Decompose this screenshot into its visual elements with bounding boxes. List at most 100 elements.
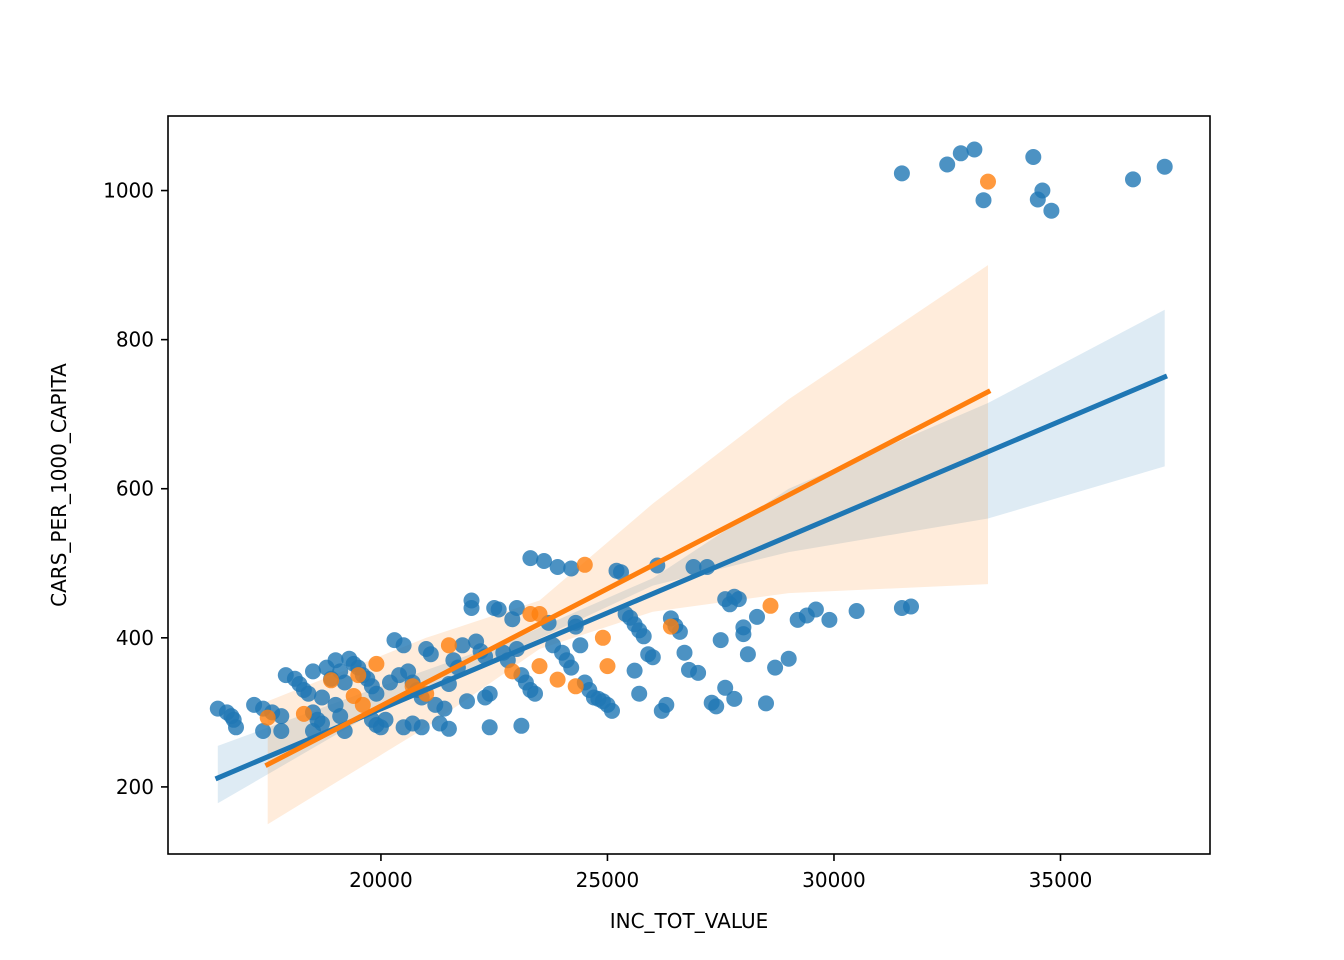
y-tick-label: 600 (116, 477, 154, 501)
data-point (314, 689, 330, 706)
data-point (807, 601, 824, 618)
data-point (690, 664, 707, 681)
data-point (259, 709, 276, 726)
y-axis-label: CARS_PER_1000_CAPITA (47, 363, 71, 607)
data-point (717, 679, 734, 696)
data-point (762, 597, 779, 614)
data-point (463, 600, 480, 616)
x-axis: 20000 25000 30000 35000 (349, 854, 1092, 892)
data-point (635, 628, 652, 645)
regression-line-2 (264, 388, 992, 768)
data-point (576, 556, 593, 573)
data-point (504, 663, 521, 680)
data-point (685, 559, 702, 575)
data-point (780, 650, 797, 667)
data-point (323, 672, 340, 689)
data-point (513, 717, 530, 734)
data-point (454, 637, 471, 654)
data-point (975, 192, 992, 209)
plot-frame (167, 115, 1211, 855)
data-point (735, 626, 752, 643)
y-tick-label: 400 (116, 626, 154, 650)
data-point (481, 685, 498, 702)
data-point (749, 608, 765, 625)
data-point (563, 560, 580, 577)
x-tick-label: 20000 (349, 868, 413, 892)
data-point (377, 711, 394, 728)
data-point (549, 559, 566, 575)
data-point (712, 632, 729, 649)
x-tick-label: 30000 (802, 868, 866, 892)
data-point (939, 156, 956, 173)
data-point (305, 663, 321, 680)
data-point (549, 671, 566, 688)
confidence-band-1 (217, 309, 1165, 804)
data-point (676, 644, 693, 661)
data-point (626, 662, 643, 679)
data-point (481, 719, 498, 736)
data-point (1043, 202, 1060, 219)
data-point (332, 708, 349, 725)
data-point (395, 637, 412, 654)
data-point (255, 723, 272, 739)
data-point (726, 690, 743, 707)
data-point (336, 674, 353, 691)
data-point (980, 173, 996, 190)
y-tick-label: 1000 (103, 179, 154, 203)
data-point (604, 702, 620, 719)
data-point (662, 618, 679, 635)
data-point (273, 708, 290, 725)
data-point (563, 659, 580, 676)
data-point (572, 637, 589, 654)
data-point (522, 550, 539, 567)
data-point (440, 720, 457, 737)
data-point (1025, 149, 1042, 165)
data-point (730, 591, 747, 608)
data-point (594, 629, 611, 646)
data-point (848, 603, 865, 619)
data-point (1125, 171, 1141, 188)
data-point (527, 685, 543, 702)
data-point (413, 719, 430, 736)
data-point (893, 165, 910, 182)
data-point (599, 658, 616, 675)
data-point (758, 695, 774, 712)
data-point (644, 649, 661, 666)
y-axis: 200 400 600 800 1000 (103, 179, 168, 799)
data-point (295, 705, 312, 722)
data-point (631, 685, 648, 702)
y-tick-label: 800 (116, 328, 154, 352)
data-point (903, 598, 919, 615)
data-point (354, 696, 371, 713)
data-point (658, 696, 675, 713)
data-point (440, 637, 457, 654)
data-point (300, 685, 317, 702)
data-point (422, 646, 439, 663)
data-point (966, 141, 983, 158)
data-point (273, 723, 290, 739)
data-point (459, 693, 475, 710)
data-point (490, 601, 507, 618)
data-point (531, 658, 548, 675)
data-point (531, 606, 548, 622)
data-point (368, 685, 385, 702)
data-point (1156, 158, 1173, 175)
data-point (436, 700, 453, 717)
data-point (368, 655, 385, 672)
regression-lines (214, 373, 1168, 782)
data-point (821, 611, 838, 628)
x-axis-label: INC_TOT_VALUE (610, 909, 769, 933)
x-tick-label: 25000 (576, 868, 640, 892)
data-point (567, 678, 584, 695)
data-point (508, 600, 525, 616)
y-tick-label: 200 (116, 775, 154, 799)
data-point (613, 564, 629, 581)
data-point (739, 646, 756, 663)
data-point (1034, 182, 1051, 199)
data-point (708, 698, 725, 715)
data-point (228, 719, 244, 736)
x-tick-label: 35000 (1029, 868, 1093, 892)
data-point (350, 667, 367, 684)
data-point (536, 553, 552, 569)
